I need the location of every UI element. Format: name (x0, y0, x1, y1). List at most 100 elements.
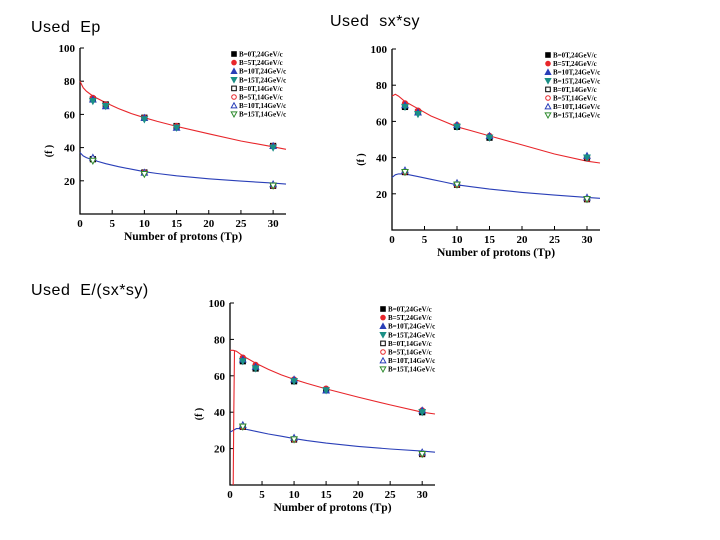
x-tick-label: 15 (321, 489, 333, 501)
y-tick-label: 80 (214, 334, 226, 346)
legend-label: B=10T,24GeV/c (553, 69, 600, 77)
data-series (89, 156, 277, 189)
data-point (418, 409, 427, 417)
panel-label-sxsy: Used sx*sy (330, 13, 420, 30)
legend-label: B=0T,14GeV/c (239, 85, 283, 93)
y-tick-label: 40 (376, 153, 388, 165)
chart-sxsy: 20 40 60 80 100 0 5 10 15 20 25 30 Number of protons… (356, 44, 600, 259)
x-tick-label: 10 (452, 234, 464, 246)
x-tick-label: 20 (517, 234, 529, 246)
data-point (101, 103, 110, 111)
legend-label: B=15T,24GeV/c (239, 76, 286, 84)
data-point (453, 181, 461, 189)
legend-marker (380, 349, 386, 355)
legend-label: B=0T,14GeV/c (553, 86, 597, 94)
legend-label: B=5T,24GeV/c (388, 314, 432, 322)
legend-label: B=0T,24GeV/c (239, 51, 283, 59)
y-tick-label: 100 (371, 44, 388, 56)
data-series (401, 168, 591, 204)
data-series (88, 98, 278, 152)
legend-label: B=0T,24GeV/c (388, 306, 432, 314)
legend-label: B=10T,14GeV/c (553, 103, 600, 111)
legend-marker (379, 366, 387, 374)
x-tick-label: 0 (227, 489, 233, 501)
x-tick-label: 30 (582, 234, 594, 246)
data-point (269, 182, 278, 190)
panel-label-e-over-sxsy: Used E/(sx*sy) (31, 282, 149, 299)
y-tick-label: 80 (64, 76, 76, 88)
data-point (238, 423, 247, 431)
data-point (290, 378, 299, 386)
data-point (322, 387, 331, 395)
data-point (485, 134, 494, 142)
legend-label: B=5T,14GeV/c (239, 94, 283, 102)
legend-marker (379, 356, 387, 364)
y-tick-label: 40 (214, 407, 226, 419)
legend-marker (380, 340, 386, 347)
x-axis-title: Number of protons (Tp) (124, 231, 242, 243)
data-point (290, 436, 299, 444)
data-point (88, 157, 97, 166)
legend-label: B=5T,24GeV/c (553, 60, 597, 68)
data-series (401, 168, 591, 203)
x-tick-label: 15 (171, 218, 183, 230)
legend-marker (231, 59, 237, 66)
legend-marker (230, 101, 238, 109)
legend-marker (230, 111, 238, 119)
x-tick-label: 5 (109, 218, 115, 230)
x-tick-label: 10 (289, 489, 301, 501)
y-tick-label: 60 (214, 371, 226, 383)
legend-label: B=15T,14GeV/c (388, 366, 435, 374)
y-tick-label: 20 (376, 189, 388, 201)
x-axis-title: Number of protons (Tp) (273, 502, 391, 514)
x-tick-label: 20 (353, 489, 365, 501)
legend-label: B=5T,14GeV/c (553, 95, 597, 103)
fit-curve (79, 80, 287, 150)
y-axis-title: (f ) (356, 153, 367, 166)
data-series (401, 103, 591, 162)
legend-marker (231, 51, 237, 57)
x-tick-label: 10 (139, 218, 151, 230)
data-point (251, 365, 260, 373)
x-tick-label: 25 (385, 489, 397, 501)
legend-label: B=15T,24GeV/c (388, 331, 435, 339)
data-series (401, 168, 591, 203)
x-tick-label: 0 (389, 234, 395, 246)
fit-curve (230, 349, 436, 415)
legend-label: B=10T,14GeV/c (239, 102, 286, 110)
fit-curve (232, 350, 236, 486)
legend-marker (231, 94, 237, 100)
legend-label: B=15T,14GeV/c (553, 112, 600, 120)
legend-label: B=5T,24GeV/c (239, 59, 283, 67)
data-point (401, 103, 409, 112)
legend-marker (545, 60, 551, 67)
legend-marker (379, 332, 387, 339)
data-point (172, 124, 181, 132)
data-series (239, 423, 426, 458)
legend-marker (230, 67, 238, 74)
data-series (89, 156, 277, 189)
legend-marker (230, 77, 238, 84)
data-point (140, 171, 149, 179)
y-tick-label: 60 (64, 109, 76, 121)
legend-label: B=0T,24GeV/c (553, 52, 597, 60)
legend-marker (544, 68, 552, 75)
legend: B=0T,24GeV/cB=5T,24GeV/cB=10T,24GeV/cB=1… (230, 51, 286, 119)
data-series (239, 423, 426, 458)
data-point (238, 358, 247, 366)
legend: B=0T,24GeV/cB=5T,24GeV/cB=10T,24GeV/c B=1… (544, 52, 600, 120)
data-point (140, 116, 149, 124)
y-tick-label: 60 (376, 116, 388, 128)
legend-marker (545, 95, 551, 101)
y-tick-label: 100 (209, 298, 226, 310)
x-tick-label: 30 (268, 218, 280, 230)
x-tick-label: 30 (417, 489, 429, 501)
y-axis-title: (f ) (44, 145, 55, 158)
data-series (238, 423, 427, 459)
x-tick-label: 25 (235, 218, 247, 230)
legend-label: B=15T,14GeV/c (239, 111, 286, 119)
legend-marker (545, 86, 551, 93)
y-tick-label: 100 (59, 43, 76, 55)
y-tick-label: 80 (376, 80, 388, 92)
data-point (88, 98, 97, 106)
